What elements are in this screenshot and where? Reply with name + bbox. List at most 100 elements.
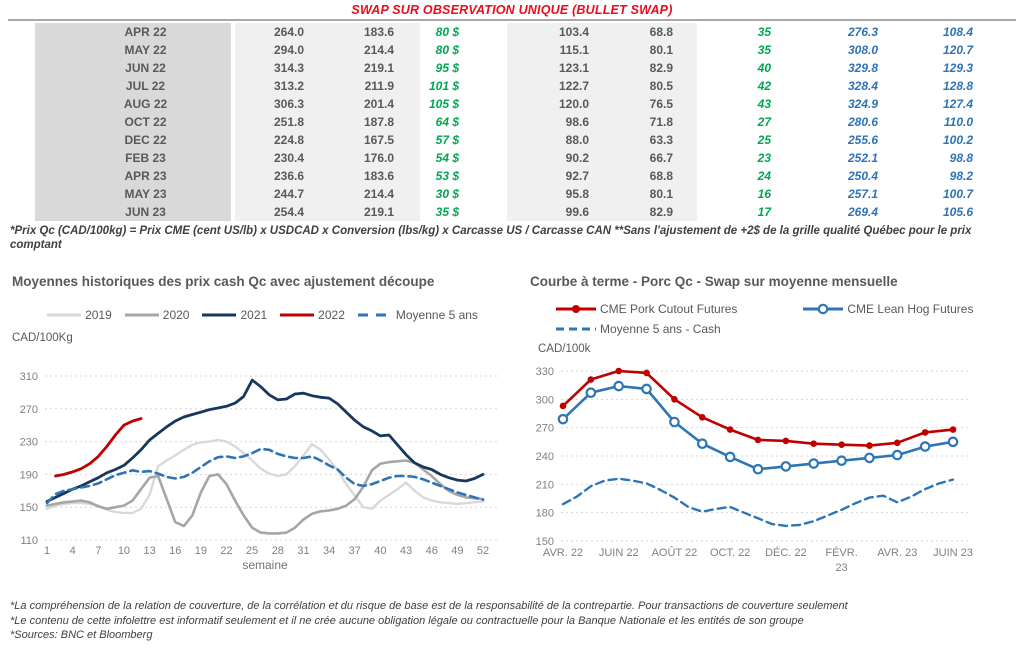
table-cell-c4: 120.0 bbox=[507, 95, 607, 113]
table-cell-blue2: 100.7 bbox=[942, 187, 973, 201]
table-cell-month: MAY 22 bbox=[35, 41, 235, 59]
legend-label: Moyenne 5 ans bbox=[395, 308, 478, 322]
table-cell-c1: 224.8 bbox=[235, 131, 330, 149]
table-cell-green2: 35 bbox=[757, 25, 771, 39]
table-cell-c5: 66.7 bbox=[607, 149, 697, 167]
svg-text:19: 19 bbox=[195, 545, 207, 557]
table-cell-blue1: 324.9 bbox=[847, 97, 878, 111]
table-cell-c5: 82.9 bbox=[607, 59, 697, 77]
chart-right-legend-row1: CME Pork Cutout Futures CME Lean Hog Futu… bbox=[556, 302, 973, 316]
svg-text:semaine: semaine bbox=[242, 558, 288, 572]
table-cell-month: AUG 22 bbox=[35, 95, 235, 113]
table-cell-green1: 80 $ bbox=[435, 25, 459, 39]
table-footnote: *Prix Qc (CAD/100kg) = Prix CME (cent US… bbox=[10, 225, 972, 251]
table-cell-c5: 80.1 bbox=[607, 41, 697, 59]
table-row: JUN 23 254.4 219.1 35 $ 99.6 82.9 17 269.4 105.6 bbox=[35, 203, 985, 221]
svg-text:22: 22 bbox=[220, 545, 232, 557]
legend-swatch-icon bbox=[280, 313, 315, 317]
table-cell-c4: 99.6 bbox=[507, 203, 607, 221]
table-cell-c1: 306.3 bbox=[235, 95, 330, 113]
title-divider bbox=[8, 19, 1016, 21]
svg-text:AOÛT 22: AOÛT 22 bbox=[652, 546, 698, 559]
table-cell-c1: 244.7 bbox=[235, 185, 330, 203]
table-cell-green1: 101 $ bbox=[428, 79, 459, 93]
svg-text:300: 300 bbox=[536, 394, 554, 406]
table-cell-c2: 214.4 bbox=[330, 185, 420, 203]
table-cell-blue1: 252.1 bbox=[847, 151, 878, 165]
table-cell-c1: 264.0 bbox=[235, 23, 330, 41]
svg-text:7: 7 bbox=[95, 545, 101, 557]
table-cell-blue2: 108.4 bbox=[942, 25, 973, 39]
svg-text:16: 16 bbox=[169, 545, 181, 557]
legend-item: 2020 bbox=[124, 308, 189, 322]
svg-text:23: 23 bbox=[835, 562, 847, 574]
table-cell-green2: 23 bbox=[757, 151, 771, 165]
svg-text:310: 310 bbox=[20, 371, 38, 383]
svg-text:330: 330 bbox=[536, 366, 554, 378]
svg-text:37: 37 bbox=[349, 545, 361, 557]
svg-text:10: 10 bbox=[118, 545, 130, 557]
table-cell-green1: 54 $ bbox=[435, 151, 459, 165]
table-cell-c5: 80.5 bbox=[607, 77, 697, 95]
table-cell-c4: 92.7 bbox=[507, 167, 607, 185]
legend-item: 2019 bbox=[47, 308, 112, 322]
table-row: APR 23 236.6 183.6 53 $ 92.7 68.8 24 250.4 98.2 bbox=[35, 167, 985, 185]
table-cell-c4: 98.6 bbox=[507, 113, 607, 131]
legend-label: CME Pork Cutout Futures bbox=[600, 302, 738, 316]
table-row: MAY 23 244.7 214.4 30 $ 95.8 80.1 16 257.1 100.7 bbox=[35, 185, 985, 203]
svg-text:46: 46 bbox=[426, 545, 438, 557]
svg-text:AVR. 23: AVR. 23 bbox=[877, 547, 917, 559]
legend-label: 2019 bbox=[85, 308, 112, 322]
svg-text:150: 150 bbox=[536, 536, 554, 548]
table-cell-blue2: 120.7 bbox=[942, 43, 973, 57]
table-cell-green1: 64 $ bbox=[435, 115, 459, 129]
swap-table: APR 22 264.0 183.6 80 $103.4 68.8 35 276.3 108.… bbox=[35, 23, 985, 221]
table-cell-blue1: 280.6 bbox=[847, 115, 878, 129]
table-cell-c5: 76.5 bbox=[607, 95, 697, 113]
table-cell-c4: 103.4 bbox=[507, 23, 607, 41]
svg-text:4: 4 bbox=[70, 545, 76, 557]
svg-text:49: 49 bbox=[451, 545, 463, 557]
svg-text:13: 13 bbox=[143, 545, 155, 557]
table-cell-green1: 95 $ bbox=[435, 61, 459, 75]
table-cell-c4: 88.0 bbox=[507, 131, 607, 149]
chart-left-ylabel: CAD/100Kg bbox=[12, 332, 73, 344]
svg-text:34: 34 bbox=[323, 545, 335, 557]
chart-right-title: Courbe à terme - Porc Qc - Swap sur moye… bbox=[530, 274, 898, 289]
table-cell-blue1: 250.4 bbox=[847, 169, 878, 183]
table-row: DEC 22 224.8 167.5 57 $ 88.0 63.3 25 255.6 100.2 bbox=[35, 131, 985, 149]
table-cell-green2: 25 bbox=[757, 133, 771, 147]
sources-line: *Sources: BNC et Bloomberg bbox=[10, 629, 153, 641]
table-cell-green1: 57 $ bbox=[435, 133, 459, 147]
table-cell-blue2: 100.2 bbox=[942, 133, 973, 147]
chart-left-title: Moyennes historiques des prix cash Qc av… bbox=[12, 274, 435, 289]
svg-text:230: 230 bbox=[20, 437, 38, 449]
table-cell-c2: 201.4 bbox=[330, 95, 420, 113]
table-cell-blue1: 308.0 bbox=[847, 43, 878, 57]
table-cell-c5: 71.8 bbox=[607, 113, 697, 131]
table-cell-blue2: 127.4 bbox=[942, 97, 973, 111]
svg-text:JUIN 23: JUIN 23 bbox=[933, 547, 973, 559]
table-cell-blue2: 98.8 bbox=[949, 151, 973, 165]
legend-swatch-icon bbox=[357, 313, 392, 317]
table-cell-green1: 35 $ bbox=[435, 205, 459, 219]
legend-item: Moyenne 5 ans - Cash bbox=[556, 322, 721, 336]
table-row: JUL 22 313.2 211.9 101 $ 122.7 80.5 42 328.4 128… bbox=[35, 77, 985, 95]
table-cell-c2: 167.5 bbox=[330, 131, 420, 149]
legend-item: Moyenne 5 ans bbox=[357, 308, 478, 322]
chart-right-plot: 150 180 210 240 270 300 330 AVR. 22 JUIN 22 AOÛT … bbox=[536, 366, 973, 574]
svg-text:40: 40 bbox=[374, 545, 386, 557]
table-cell-c4: 122.7 bbox=[507, 77, 607, 95]
legend-swatch-icon bbox=[124, 313, 159, 317]
table-cell-blue1: 276.3 bbox=[847, 25, 878, 39]
chart-right-ylabel: CAD/100k bbox=[538, 343, 591, 355]
table-cell-c4: 123.1 bbox=[507, 59, 607, 77]
table-cell-green2: 42 bbox=[757, 79, 771, 93]
disclaimer-line: *La compréhension de la relation de couv… bbox=[10, 600, 848, 612]
table-cell-green2: 27 bbox=[757, 115, 771, 129]
table-cell-month: APR 22 bbox=[35, 23, 235, 41]
table-cell-blue1: 255.6 bbox=[847, 133, 878, 147]
svg-text:190: 190 bbox=[20, 469, 38, 481]
table-cell-c1: 294.0 bbox=[235, 41, 330, 59]
table-cell-month: FEB 23 bbox=[35, 149, 235, 167]
